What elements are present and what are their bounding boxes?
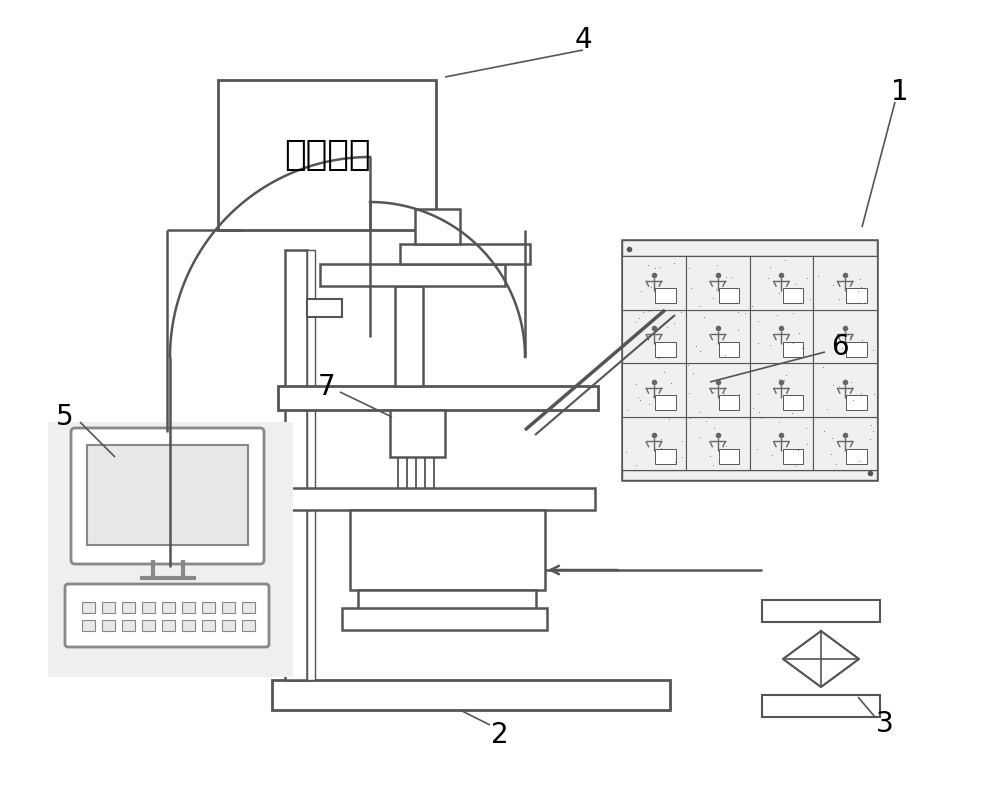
Bar <box>655 449 676 464</box>
Bar <box>622 417 686 470</box>
Text: 6: 6 <box>831 333 849 361</box>
Bar <box>307 299 342 317</box>
Bar <box>222 602 235 613</box>
Bar <box>285 250 307 680</box>
Bar <box>783 342 803 356</box>
Bar <box>358 590 536 610</box>
Bar <box>622 240 877 256</box>
Bar <box>202 620 215 631</box>
Bar <box>846 342 867 356</box>
Bar <box>686 256 750 309</box>
Bar <box>655 342 676 356</box>
Bar <box>622 309 686 363</box>
Bar <box>142 602 155 613</box>
Bar <box>342 608 547 630</box>
Bar <box>48 422 293 677</box>
Bar <box>762 695 880 717</box>
Bar <box>719 395 739 410</box>
Bar <box>686 363 750 417</box>
Bar <box>622 240 877 480</box>
FancyBboxPatch shape <box>71 428 264 564</box>
Bar <box>750 417 813 470</box>
Bar <box>350 510 545 590</box>
Text: 3: 3 <box>876 710 894 738</box>
Bar <box>222 620 235 631</box>
Bar <box>122 620 135 631</box>
Bar <box>813 363 877 417</box>
Bar <box>82 620 95 631</box>
Bar <box>218 80 436 230</box>
Bar <box>813 309 877 363</box>
Bar <box>162 620 175 631</box>
Bar <box>87 445 248 545</box>
FancyBboxPatch shape <box>65 584 269 647</box>
Bar <box>162 602 175 613</box>
Bar <box>622 256 686 309</box>
Bar <box>415 209 460 244</box>
Bar <box>320 264 505 286</box>
Text: 1: 1 <box>891 78 909 106</box>
Bar <box>846 288 867 303</box>
Bar <box>122 602 135 613</box>
Bar <box>307 250 315 680</box>
Bar <box>102 602 115 613</box>
Bar <box>655 395 676 410</box>
Bar <box>783 449 803 464</box>
Bar <box>762 600 880 622</box>
Bar <box>686 309 750 363</box>
Bar <box>813 256 877 309</box>
Bar <box>655 288 676 303</box>
Bar <box>242 602 255 613</box>
Bar <box>719 449 739 464</box>
Text: 7: 7 <box>318 373 336 401</box>
Bar <box>182 620 195 631</box>
Bar <box>278 386 598 410</box>
Bar <box>202 602 215 613</box>
Bar <box>82 602 95 613</box>
Bar <box>719 288 739 303</box>
Bar <box>622 363 686 417</box>
Bar <box>813 417 877 470</box>
Bar <box>390 410 445 457</box>
Bar <box>846 395 867 410</box>
Bar <box>686 417 750 470</box>
Bar <box>142 620 155 631</box>
Bar <box>750 309 813 363</box>
Bar <box>182 602 195 613</box>
Bar <box>750 256 813 309</box>
Text: 2: 2 <box>491 721 509 749</box>
Text: 5: 5 <box>56 403 74 431</box>
Bar <box>272 680 670 710</box>
Bar <box>719 342 739 356</box>
Text: 4: 4 <box>574 26 592 54</box>
Bar <box>285 488 595 510</box>
Bar <box>242 620 255 631</box>
Bar <box>783 395 803 410</box>
Bar <box>102 620 115 631</box>
Bar <box>750 363 813 417</box>
Bar <box>783 288 803 303</box>
Bar <box>846 449 867 464</box>
Text: 控制电路: 控制电路 <box>284 138 370 172</box>
Bar <box>395 286 423 386</box>
Bar <box>400 244 530 264</box>
Bar <box>622 470 877 480</box>
